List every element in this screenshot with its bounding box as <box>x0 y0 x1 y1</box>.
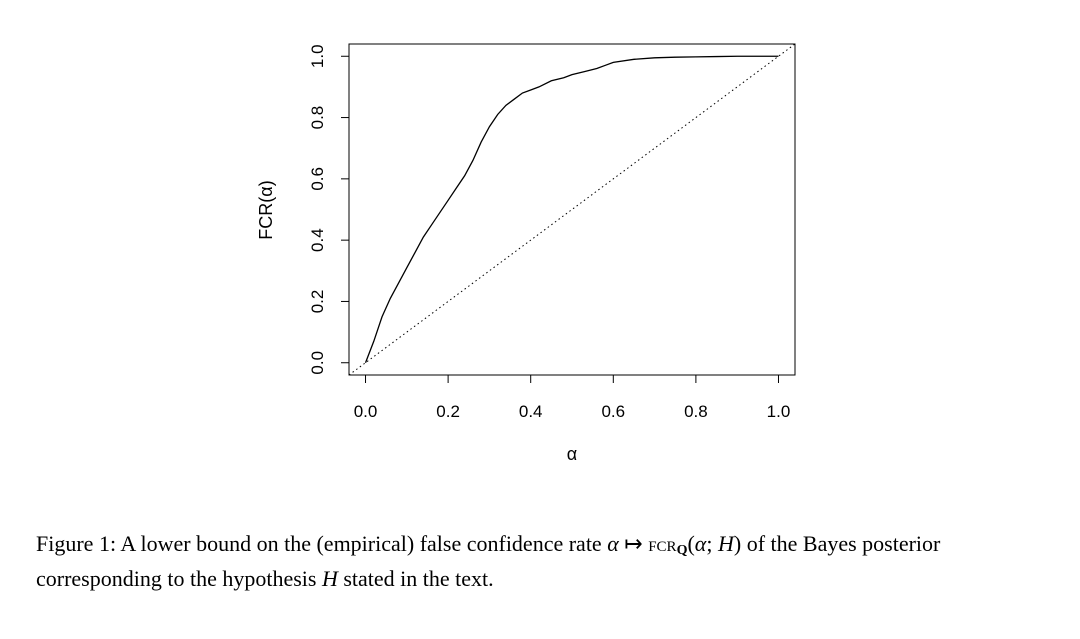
caption-mapsto: ↦ <box>618 531 649 556</box>
y-tick-label: 1.0 <box>308 44 327 68</box>
x-tick-label: 0.4 <box>519 402 543 421</box>
caption-suffix: of the Bayes posterior corresponding to … <box>36 531 941 591</box>
plot-frame <box>348 43 796 376</box>
x-tick-label: 0.2 <box>436 402 460 421</box>
series-layer <box>348 43 796 376</box>
y-tick-label: 0.0 <box>308 351 327 375</box>
x-tick-label: 1.0 <box>767 402 791 421</box>
caption-prefix: Figure 1: A lower bound on the (empirica… <box>36 531 608 556</box>
x-tick-label: 0.8 <box>684 402 708 421</box>
caption-args-close: ) <box>733 531 742 556</box>
caption-args-alpha: α <box>694 531 707 556</box>
y-tick-label: 0.4 <box>308 228 327 252</box>
x-tick-label: 0.6 <box>601 402 625 421</box>
chart: 0.0 0.2 0.4 0.6 0.8 1.0 0.00.20.40.60.81.0 α … <box>256 43 796 464</box>
fcr-curve-line <box>364 55 779 363</box>
caption-end: stated in the text. <box>337 566 494 591</box>
caption-fcr: fcr <box>648 531 677 556</box>
x-axis-label: α <box>567 444 577 464</box>
y-tick-label: 0.2 <box>308 290 327 314</box>
y-axis: 0.0 0.2 0.4 0.6 0.8 1.0 <box>308 44 350 375</box>
caption-args-h: H <box>717 531 734 556</box>
caption-fcr-subscript: Q <box>676 543 688 558</box>
caption-hypothesis: H <box>321 566 338 591</box>
reference-diagonal-line <box>348 43 796 376</box>
y-axis-label: FCR(α) <box>256 180 276 239</box>
y-tick-label: 0.8 <box>308 106 327 130</box>
caption-args-open: ( <box>687 531 695 556</box>
y-tick-label: 0.6 <box>308 167 327 191</box>
caption-args-sep: ; <box>706 531 718 556</box>
x-axis: 0.0 0.2 0.4 0.6 0.8 1.0 <box>354 374 791 421</box>
caption-alpha: α <box>607 531 619 556</box>
figure-caption: Figure 1: A lower bound on the (empirica… <box>36 530 1046 593</box>
x-tick-label: 0.0 <box>354 402 378 421</box>
